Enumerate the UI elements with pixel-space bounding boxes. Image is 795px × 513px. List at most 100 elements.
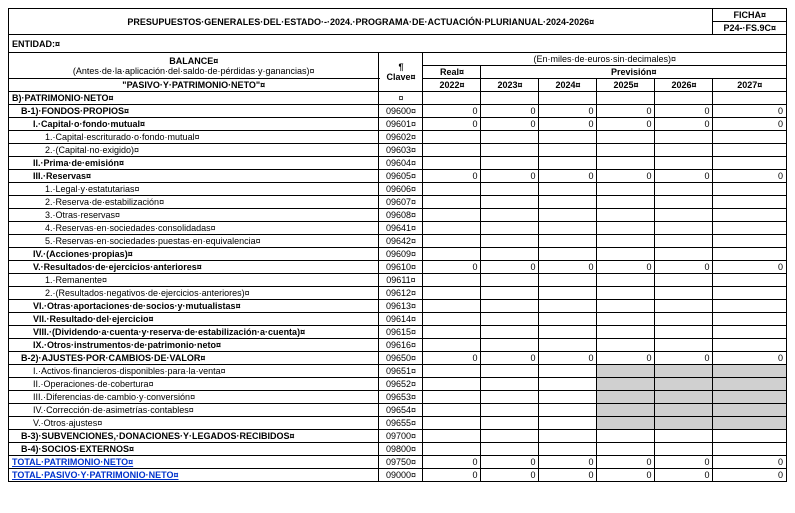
- row-label: 2.·Reserva·de·estabilización: [9, 196, 379, 209]
- value-cell: 0: [655, 170, 713, 183]
- value-cell: [539, 404, 597, 417]
- clave-cell: 09601: [379, 118, 423, 131]
- value-cell: [713, 144, 787, 157]
- value-cell: [713, 183, 787, 196]
- value-cell: [539, 248, 597, 261]
- value-cell: [713, 300, 787, 313]
- value-cell: 0: [713, 352, 787, 365]
- table-row: B-1)·FONDOS·PROPIOS09600000000: [9, 105, 787, 118]
- value-cell: 0: [539, 469, 597, 482]
- value-cell: [655, 235, 713, 248]
- table-row: B-3)·SUBVENCIONES,·DONACIONES·Y·LEGADOS·…: [9, 430, 787, 443]
- year-col: 2022: [423, 79, 481, 92]
- row-label: 2.·(Resultados·negativos·de·ejercicios·a…: [9, 287, 379, 300]
- clave-cell: 09608: [379, 209, 423, 222]
- clave-cell: 09613: [379, 300, 423, 313]
- value-cell: [713, 404, 787, 417]
- clave-cell: 09615: [379, 326, 423, 339]
- value-cell: [655, 92, 713, 105]
- row-label: 1.·Capital·escriturado·o·fondo·mutual: [9, 131, 379, 144]
- table-row: TOTAL·PATRIMONIO·NETO09750000000: [9, 456, 787, 469]
- table-row: IX.·Otros·instrumentos·de·patrimonio·net…: [9, 339, 787, 352]
- value-cell: [655, 287, 713, 300]
- value-cell: [597, 235, 655, 248]
- value-cell: 0: [597, 118, 655, 131]
- value-cell: [423, 248, 481, 261]
- value-cell: [597, 391, 655, 404]
- value-cell: [713, 131, 787, 144]
- value-cell: [597, 430, 655, 443]
- value-cell: [655, 417, 713, 430]
- value-cell: 0: [655, 261, 713, 274]
- clave-cell: 09606: [379, 183, 423, 196]
- value-cell: [539, 157, 597, 170]
- clave-cell: 09609: [379, 248, 423, 261]
- clave-cell: 09616: [379, 339, 423, 352]
- clave-cell: 09610: [379, 261, 423, 274]
- value-cell: [597, 92, 655, 105]
- value-cell: [539, 235, 597, 248]
- clave-header: Clave: [379, 53, 423, 92]
- year-col: 2023: [481, 79, 539, 92]
- value-cell: 0: [423, 170, 481, 183]
- row-label: 1.·Legal·y·estatutarias: [9, 183, 379, 196]
- value-cell: 0: [539, 352, 597, 365]
- table-row: B-4)·SOCIOS·EXTERNOS09800: [9, 443, 787, 456]
- value-cell: [655, 313, 713, 326]
- table-row: 2.·(Resultados·negativos·de·ejercicios·a…: [9, 287, 787, 300]
- value-cell: [423, 235, 481, 248]
- value-cell: [713, 313, 787, 326]
- value-cell: [539, 300, 597, 313]
- clave-cell: 09612: [379, 287, 423, 300]
- clave-cell: 09650: [379, 352, 423, 365]
- value-cell: [539, 274, 597, 287]
- value-cell: [597, 300, 655, 313]
- value-cell: [481, 391, 539, 404]
- value-cell: [713, 378, 787, 391]
- row-label: 4.·Reservas·en·sociedades·consolidadas: [9, 222, 379, 235]
- value-cell: [481, 144, 539, 157]
- value-cell: 0: [597, 456, 655, 469]
- value-cell: [481, 378, 539, 391]
- value-cell: [481, 339, 539, 352]
- row-label: IV.·Corrección·de·asimetrías·contables: [9, 404, 379, 417]
- value-cell: [539, 443, 597, 456]
- entidad-row: ENTIDAD:: [9, 35, 787, 53]
- table-row: B)·PATRIMONIO·NETO: [9, 92, 787, 105]
- value-cell: [655, 391, 713, 404]
- table-row: III.·Diferencias·de·cambio·y·conversión0…: [9, 391, 787, 404]
- value-cell: [481, 131, 539, 144]
- year-col: 2026: [655, 79, 713, 92]
- row-label: B-1)·FONDOS·PROPIOS: [9, 105, 379, 118]
- row-label: I.·Capital·o·fondo·mutual: [9, 118, 379, 131]
- table-row: VIII.·(Dividendo·a·cuenta·y·reserva·de·e…: [9, 326, 787, 339]
- clave-cell: 09614: [379, 313, 423, 326]
- value-cell: [423, 404, 481, 417]
- table-row: 2.·Reserva·de·estabilización09607: [9, 196, 787, 209]
- value-cell: 0: [423, 352, 481, 365]
- row-label: VII.·Resultado·del·ejercicio: [9, 313, 379, 326]
- value-cell: [713, 326, 787, 339]
- value-cell: 0: [481, 170, 539, 183]
- ficha-label: FICHA: [713, 9, 787, 22]
- value-cell: [481, 430, 539, 443]
- value-cell: 0: [423, 456, 481, 469]
- value-cell: 0: [597, 261, 655, 274]
- value-cell: [597, 326, 655, 339]
- row-label: TOTAL·PATRIMONIO·NETO: [9, 456, 379, 469]
- value-cell: [655, 157, 713, 170]
- value-cell: [655, 209, 713, 222]
- value-cell: [539, 287, 597, 300]
- value-cell: [423, 209, 481, 222]
- value-cell: [423, 326, 481, 339]
- value-cell: [539, 144, 597, 157]
- clave-cell: 09654: [379, 404, 423, 417]
- value-cell: [655, 339, 713, 352]
- value-cell: 0: [423, 105, 481, 118]
- row-label: B-2)·AJUSTES·POR·CAMBIOS·DE·VALOR: [9, 352, 379, 365]
- table-row: 2.·(Capital·no·exigido)09603: [9, 144, 787, 157]
- value-cell: [597, 339, 655, 352]
- row-label: V.·Otros·ajustes: [9, 417, 379, 430]
- value-cell: [597, 144, 655, 157]
- value-cell: 0: [539, 105, 597, 118]
